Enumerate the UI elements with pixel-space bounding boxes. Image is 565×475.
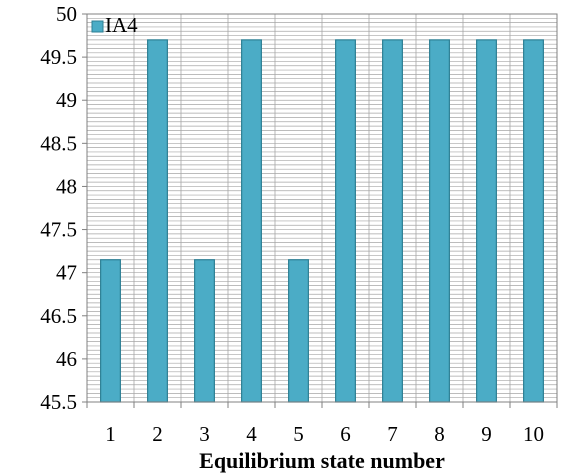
x-tick-label: 7 [387,422,398,446]
x-tick-label: 1 [105,422,116,446]
y-tick-label: 45.5 [40,390,77,414]
bar [194,259,215,403]
x-tick-label: 6 [340,422,351,446]
x-tick-label: 10 [523,422,544,446]
bar [429,39,450,403]
legend-swatch [91,20,104,33]
y-tick-label: 49 [56,88,77,112]
bar-series [100,39,544,403]
y-tick-label: 50 [56,2,77,26]
bar [100,259,121,403]
y-tick-label: 49.5 [40,45,77,69]
bar [241,39,262,403]
y-tick-label: 46.5 [40,304,77,328]
bar [335,39,356,403]
legend-label: IA4 [105,13,138,37]
y-tick-label: 48.5 [40,131,77,155]
x-tick-label: 2 [152,422,163,446]
y-tick-labels: 45.5 46 46.5 47 47.5 48 48.5 49 49.5 50 [40,2,77,414]
x-tick-label: 9 [481,422,492,446]
y-tick-label: 47 [56,261,77,285]
y-tick-label: 47.5 [40,218,77,242]
bar [382,39,403,403]
x-tick-label: 3 [199,422,210,446]
x-tick-labels: 1 2 3 4 5 6 7 8 9 10 [105,422,544,446]
bar [523,39,544,403]
legend: IA4 [91,13,138,37]
bar [476,39,497,403]
bar [288,259,309,403]
y-tick-label: 46 [56,347,77,371]
x-axis-title: Equilibrium state number [199,448,445,473]
bar [147,39,168,403]
x-tick-label: 8 [434,422,445,446]
x-tick-label: 5 [293,422,304,446]
axes [82,13,558,408]
y-tick-label: 48 [56,174,77,198]
x-tick-label: 4 [246,422,257,446]
